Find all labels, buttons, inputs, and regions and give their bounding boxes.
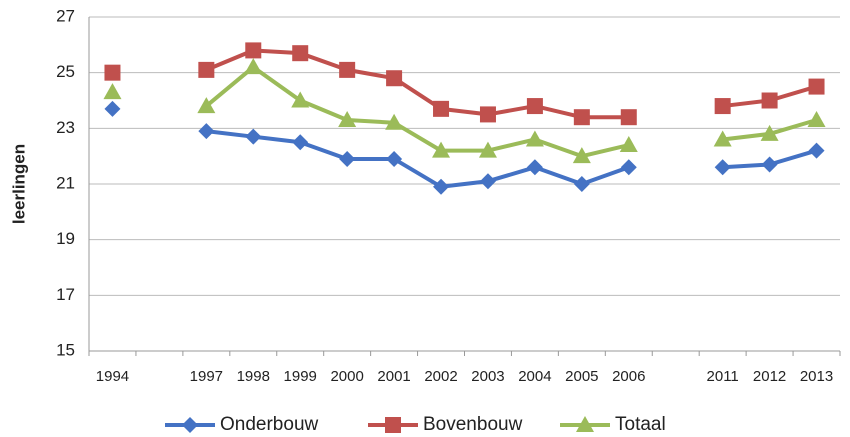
- marker: [620, 159, 637, 176]
- marker: [479, 106, 496, 123]
- marker: [292, 45, 309, 62]
- y-tick-label: 19: [56, 229, 75, 248]
- marker: [103, 83, 122, 100]
- marker: [104, 100, 121, 117]
- marker: [245, 128, 262, 145]
- marker: [525, 130, 544, 147]
- marker: [573, 109, 590, 126]
- x-tick-label: 1999: [284, 368, 317, 385]
- marker: [433, 100, 450, 117]
- marker: [761, 156, 778, 173]
- x-tick-label: 2002: [424, 368, 457, 385]
- marker: [386, 70, 403, 87]
- marker: [526, 159, 543, 176]
- x-tick-label: 2001: [377, 368, 410, 385]
- y-tick-label: 17: [56, 285, 75, 304]
- x-tick-label: 2005: [565, 368, 598, 385]
- marker: [479, 173, 496, 190]
- marker: [338, 110, 357, 127]
- marker: [526, 98, 543, 115]
- marker: [714, 159, 731, 176]
- marker: [198, 61, 215, 78]
- marker: [386, 150, 403, 167]
- x-tick-label: 2006: [612, 368, 645, 385]
- marker: [292, 134, 309, 151]
- x-tick-label: 2000: [330, 368, 363, 385]
- marker: [619, 136, 638, 153]
- x-tick-label: 1994: [96, 368, 129, 385]
- y-axis-label: leerlingen: [9, 144, 28, 224]
- x-tick-label: 1998: [237, 368, 270, 385]
- marker: [573, 176, 590, 192]
- x-tick-label: 2012: [753, 368, 786, 385]
- marker: [339, 61, 356, 78]
- marker: [339, 150, 356, 167]
- x-tick-label: 2003: [471, 368, 504, 385]
- marker: [104, 64, 121, 81]
- marker: [432, 141, 451, 158]
- y-tick-label: 21: [56, 173, 75, 192]
- marker: [198, 123, 215, 140]
- marker: [760, 124, 779, 141]
- y-tick-label: 23: [56, 118, 75, 137]
- x-tick-label: 2011: [707, 368, 739, 385]
- marker: [291, 91, 310, 108]
- legend-label: Totaal: [615, 414, 666, 435]
- x-tick-label: 1997: [190, 368, 223, 385]
- marker: [182, 417, 198, 433]
- x-tick-label: 2004: [518, 368, 551, 385]
- y-tick-label: 25: [56, 62, 75, 81]
- marker: [244, 58, 263, 75]
- marker: [714, 98, 731, 115]
- marker: [808, 142, 825, 159]
- marker: [197, 97, 216, 114]
- y-tick-label: 15: [56, 340, 75, 359]
- marker: [808, 78, 825, 95]
- y-tick-label: 27: [56, 6, 75, 25]
- marker: [245, 42, 262, 59]
- marker: [807, 110, 826, 127]
- marker: [761, 92, 778, 109]
- marker: [433, 178, 450, 195]
- marker: [576, 416, 594, 432]
- marker: [385, 113, 404, 130]
- marker: [713, 130, 732, 147]
- marker: [620, 109, 637, 126]
- legend-label: Bovenbouw: [423, 414, 523, 435]
- marker: [385, 417, 401, 433]
- x-tick-label: 2013: [800, 368, 833, 385]
- marker: [478, 141, 497, 158]
- marker: [572, 147, 591, 164]
- legend-label: Onderbouw: [220, 414, 319, 435]
